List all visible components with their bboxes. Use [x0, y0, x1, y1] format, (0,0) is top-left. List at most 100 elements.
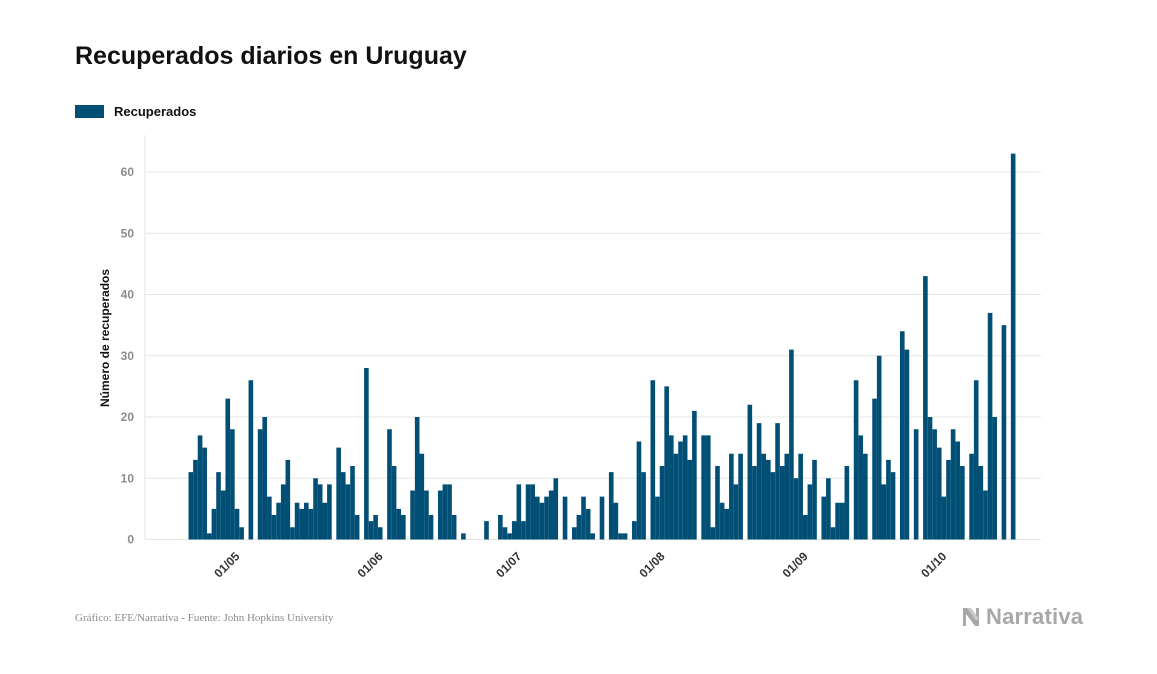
bar	[267, 496, 272, 540]
bar	[211, 508, 217, 540]
x-tick-label: 01/08	[636, 549, 667, 580]
bar	[336, 447, 341, 540]
bar	[812, 459, 817, 540]
bar	[188, 472, 194, 540]
bar	[248, 380, 254, 540]
bar	[484, 521, 489, 540]
bar	[899, 331, 905, 540]
bar	[923, 276, 928, 540]
bar	[461, 533, 466, 540]
bar	[414, 417, 420, 540]
bar	[516, 484, 522, 540]
bar	[239, 527, 244, 540]
y-axis-ticks: 0 10 20 30 40 50 60	[121, 165, 135, 547]
bar	[299, 508, 304, 540]
bar	[428, 515, 434, 540]
bar	[655, 496, 660, 540]
bar	[890, 472, 896, 540]
y-tick-label: 40	[121, 288, 135, 302]
bar	[770, 472, 776, 540]
bar	[544, 496, 549, 540]
bar	[1010, 153, 1016, 540]
bar	[262, 417, 268, 540]
bar	[521, 521, 526, 540]
bar	[719, 502, 725, 540]
bar	[276, 502, 281, 540]
bar	[220, 490, 226, 540]
legend-label: Recuperados	[114, 104, 197, 119]
bar	[881, 484, 887, 540]
bar	[442, 484, 448, 540]
bar	[197, 435, 203, 540]
x-tick-label: 01/07	[493, 549, 524, 580]
bar	[826, 478, 831, 540]
x-axis-ticks: 01/05 01/06 01/07 01/08 01/09 01/10	[211, 549, 949, 580]
bar	[525, 484, 531, 540]
bar	[775, 423, 780, 540]
bar	[313, 478, 318, 540]
bar	[562, 496, 568, 540]
bar	[225, 398, 231, 540]
bar	[216, 472, 221, 540]
bar	[368, 521, 374, 540]
bar	[437, 490, 443, 540]
y-tick-label: 50	[121, 226, 135, 240]
bar	[738, 453, 743, 540]
bar	[678, 441, 683, 540]
bar	[784, 453, 790, 540]
bar	[779, 466, 785, 540]
chart-title: Recuperados diarios en Uruguay	[75, 42, 467, 70]
bar	[317, 484, 323, 540]
bar	[987, 312, 993, 540]
bar	[960, 466, 965, 540]
bar	[632, 521, 637, 540]
bar	[687, 459, 693, 540]
bar	[354, 515, 360, 540]
bar	[950, 429, 956, 540]
y-tick-label: 0	[127, 533, 134, 547]
bar	[271, 515, 277, 540]
bar	[377, 527, 383, 540]
bar	[844, 466, 850, 540]
bar	[715, 466, 720, 540]
bar	[927, 417, 933, 540]
bar	[396, 508, 402, 540]
bar	[673, 453, 679, 540]
brand-name: Narrativa	[986, 604, 1084, 629]
bar	[701, 435, 706, 540]
bar	[992, 417, 997, 540]
bar	[280, 484, 286, 540]
bar	[904, 349, 910, 540]
bar	[807, 484, 813, 540]
bar	[498, 515, 503, 540]
bar	[308, 508, 314, 540]
bar	[350, 466, 355, 540]
bar	[419, 453, 425, 540]
bar	[230, 429, 235, 540]
bar	[766, 459, 771, 540]
bar	[401, 515, 406, 540]
bar	[886, 459, 891, 540]
bar	[692, 410, 697, 540]
x-tick-label: 01/10	[918, 549, 949, 580]
gridlines	[144, 135, 1041, 540]
bar	[724, 508, 730, 540]
bar	[747, 404, 753, 540]
bar	[618, 533, 623, 540]
bars	[188, 153, 1016, 540]
bar	[839, 502, 845, 540]
bar	[876, 355, 882, 540]
bar	[978, 466, 984, 540]
bar	[936, 447, 942, 540]
bar	[590, 533, 596, 540]
x-tick-label: 01/06	[355, 549, 386, 580]
bar	[659, 466, 665, 540]
bar	[733, 484, 739, 540]
x-tick-label: 01/09	[780, 549, 811, 580]
bar	[290, 527, 295, 540]
bar	[571, 527, 577, 540]
bar	[641, 472, 646, 540]
bar	[946, 459, 951, 540]
bar	[507, 533, 512, 540]
